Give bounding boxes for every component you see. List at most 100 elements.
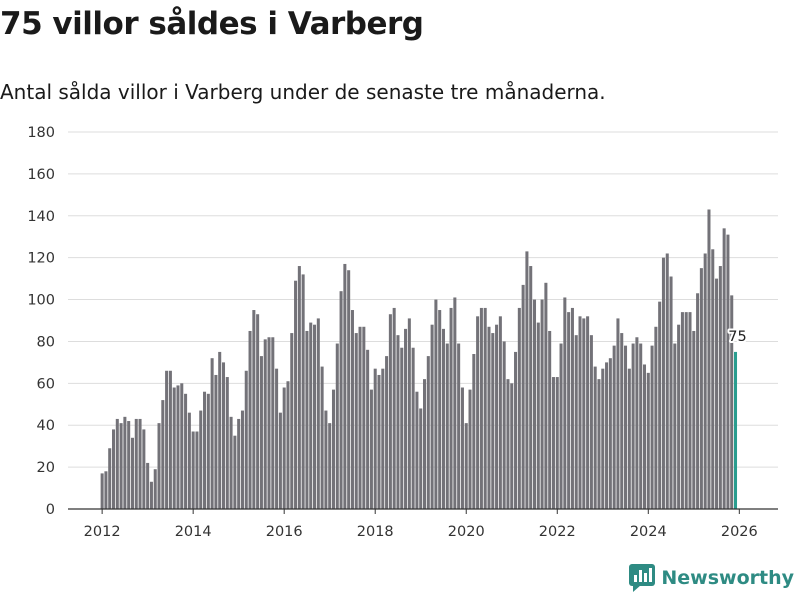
bar <box>696 293 700 509</box>
bar <box>472 354 476 509</box>
bar <box>388 314 392 509</box>
bar <box>396 335 400 509</box>
bar <box>525 251 529 509</box>
bar <box>331 389 335 509</box>
bar <box>168 370 172 509</box>
bar <box>339 291 343 509</box>
bar <box>419 408 423 509</box>
bar <box>688 312 692 509</box>
bar <box>199 410 203 509</box>
bar <box>256 314 260 509</box>
bar <box>119 423 123 509</box>
bar <box>221 362 226 509</box>
bar <box>328 423 332 509</box>
bar <box>294 280 298 509</box>
bar <box>601 368 605 509</box>
bar <box>316 318 320 509</box>
bar <box>567 312 571 509</box>
bar <box>460 387 464 509</box>
bar <box>263 339 267 509</box>
bar <box>510 383 514 509</box>
bar <box>661 257 665 509</box>
x-tick-label: 2012 <box>84 524 121 540</box>
bar <box>434 299 438 509</box>
bar <box>479 307 483 509</box>
bar <box>153 469 157 509</box>
bar <box>441 328 445 509</box>
bar <box>203 391 207 509</box>
bar <box>252 310 256 509</box>
bar <box>237 418 241 509</box>
bar <box>157 423 161 509</box>
bar <box>532 299 537 509</box>
bar <box>506 379 510 509</box>
bar <box>517 307 521 509</box>
bar <box>654 326 658 509</box>
bar <box>138 418 142 509</box>
y-tick-label: 120 <box>27 251 55 267</box>
bar <box>313 324 317 509</box>
bar <box>555 377 559 509</box>
bar <box>369 389 373 509</box>
bar <box>718 266 722 509</box>
bar <box>605 362 609 509</box>
bar <box>578 316 582 509</box>
bar <box>115 418 119 509</box>
y-tick-label: 20 <box>37 460 55 476</box>
bar <box>176 385 180 509</box>
bar <box>589 335 593 509</box>
bar <box>514 351 518 509</box>
bar <box>642 364 647 509</box>
bar <box>123 416 127 509</box>
bar <box>187 412 191 509</box>
bar <box>240 410 244 509</box>
bar <box>639 343 643 509</box>
bar <box>282 387 286 509</box>
bar <box>453 297 457 509</box>
bar <box>548 330 552 509</box>
bar <box>411 347 415 509</box>
bar <box>290 333 294 509</box>
bar <box>703 253 707 509</box>
y-tick-label: 180 <box>27 125 55 141</box>
bar <box>112 429 116 509</box>
bar <box>540 299 544 509</box>
bar <box>593 366 597 509</box>
bar <box>551 377 555 509</box>
bar <box>335 343 339 509</box>
bar <box>161 400 165 509</box>
bar <box>404 328 408 509</box>
bar <box>692 330 696 509</box>
y-tick-label: 140 <box>27 209 55 225</box>
bar <box>597 379 601 509</box>
bar <box>343 263 347 509</box>
bar <box>218 351 222 509</box>
bar <box>529 266 533 509</box>
bar <box>210 358 214 509</box>
bar <box>438 310 442 509</box>
bar <box>563 297 567 509</box>
bar <box>521 284 525 509</box>
bar <box>195 431 199 509</box>
bar <box>726 234 730 509</box>
bar <box>305 330 309 509</box>
bar <box>699 268 703 509</box>
bar <box>184 393 188 509</box>
x-tick-label: 2020 <box>448 524 485 540</box>
bar <box>278 412 282 509</box>
bar <box>400 347 404 509</box>
bar <box>677 324 681 509</box>
x-tick-label: 2024 <box>630 524 667 540</box>
bar <box>658 301 662 509</box>
bar <box>445 343 449 509</box>
bar <box>233 435 237 509</box>
bar <box>229 416 233 509</box>
bar <box>358 326 362 509</box>
bar <box>100 473 104 509</box>
bar <box>487 326 491 509</box>
bar <box>320 366 324 509</box>
bar <box>627 368 631 509</box>
bar <box>347 270 351 509</box>
bar <box>149 481 153 509</box>
bar <box>309 322 313 509</box>
